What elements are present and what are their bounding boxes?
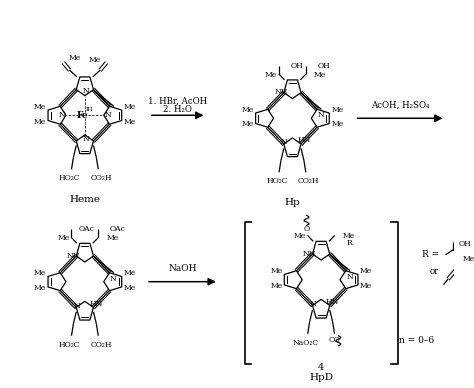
Text: OH: OH bbox=[290, 62, 303, 70]
Text: 1. HBr, AcOH: 1. HBr, AcOH bbox=[148, 97, 207, 106]
Text: Me: Me bbox=[124, 284, 136, 292]
Text: Me: Me bbox=[241, 106, 254, 114]
Text: Me: Me bbox=[270, 282, 283, 290]
Text: R =: R = bbox=[421, 250, 438, 259]
Text: Me: Me bbox=[89, 56, 101, 64]
Text: N: N bbox=[105, 111, 111, 119]
Text: n = 0–6: n = 0–6 bbox=[399, 336, 434, 345]
Text: Me: Me bbox=[34, 118, 46, 125]
Text: Me: Me bbox=[342, 232, 355, 240]
Text: Me: Me bbox=[124, 103, 136, 111]
Text: Me: Me bbox=[241, 121, 254, 128]
Text: or: or bbox=[429, 267, 438, 276]
Text: N: N bbox=[281, 139, 288, 146]
Text: Me: Me bbox=[314, 71, 326, 79]
Text: Me: Me bbox=[270, 267, 283, 275]
Text: O: O bbox=[303, 225, 310, 233]
Text: CO₂H: CO₂H bbox=[298, 177, 319, 185]
Text: Fe: Fe bbox=[76, 111, 88, 120]
Text: CO: CO bbox=[328, 336, 340, 344]
Text: CO₂H: CO₂H bbox=[91, 341, 112, 349]
Text: N: N bbox=[110, 275, 117, 283]
Text: AcOH, H₂SO₄: AcOH, H₂SO₄ bbox=[371, 101, 430, 110]
Text: OH: OH bbox=[318, 62, 330, 70]
Text: Me: Me bbox=[331, 121, 344, 128]
Text: III: III bbox=[86, 107, 93, 112]
Text: NH: NH bbox=[67, 251, 80, 260]
Text: Me: Me bbox=[265, 71, 277, 79]
Text: N: N bbox=[346, 273, 353, 281]
Text: OH: OH bbox=[458, 240, 471, 248]
Text: HO₂C: HO₂C bbox=[266, 177, 288, 185]
Text: OAc: OAc bbox=[79, 225, 95, 233]
Text: Me: Me bbox=[331, 106, 344, 114]
Text: HO₂C: HO₂C bbox=[59, 174, 80, 182]
Text: Me: Me bbox=[294, 232, 306, 240]
Text: Me: Me bbox=[34, 269, 46, 277]
Text: N: N bbox=[318, 111, 324, 119]
Text: Me: Me bbox=[106, 234, 118, 242]
Text: NaOH: NaOH bbox=[168, 264, 197, 273]
Text: Me: Me bbox=[124, 118, 136, 125]
Text: Me: Me bbox=[360, 282, 372, 290]
Text: HN: HN bbox=[297, 137, 310, 144]
Text: HO₂C: HO₂C bbox=[59, 341, 80, 349]
Text: Hp: Hp bbox=[284, 198, 301, 207]
Text: OAc: OAc bbox=[110, 225, 126, 233]
Text: N: N bbox=[73, 302, 80, 310]
Text: N: N bbox=[310, 300, 316, 308]
Text: 2. H₂O: 2. H₂O bbox=[163, 105, 192, 114]
Text: HN: HN bbox=[326, 298, 339, 306]
Text: Heme: Heme bbox=[69, 195, 100, 204]
Text: N: N bbox=[58, 111, 65, 119]
Text: 4: 4 bbox=[318, 363, 324, 372]
Text: Me: Me bbox=[69, 54, 81, 62]
Text: CO₂H: CO₂H bbox=[91, 174, 112, 182]
Text: NH: NH bbox=[274, 88, 288, 96]
Text: HpD: HpD bbox=[309, 373, 333, 382]
Text: Me: Me bbox=[124, 269, 136, 277]
Text: Me: Me bbox=[463, 255, 474, 263]
Text: HN: HN bbox=[90, 300, 103, 308]
Text: Me: Me bbox=[57, 234, 70, 242]
Text: Me: Me bbox=[360, 267, 372, 275]
Text: Me: Me bbox=[34, 284, 46, 292]
Text: N: N bbox=[82, 135, 89, 144]
Text: R: R bbox=[346, 239, 352, 247]
Text: N: N bbox=[82, 87, 89, 95]
Text: NH: NH bbox=[303, 249, 316, 258]
Text: NaO₂C: NaO₂C bbox=[293, 339, 319, 347]
Text: Me: Me bbox=[34, 103, 46, 111]
